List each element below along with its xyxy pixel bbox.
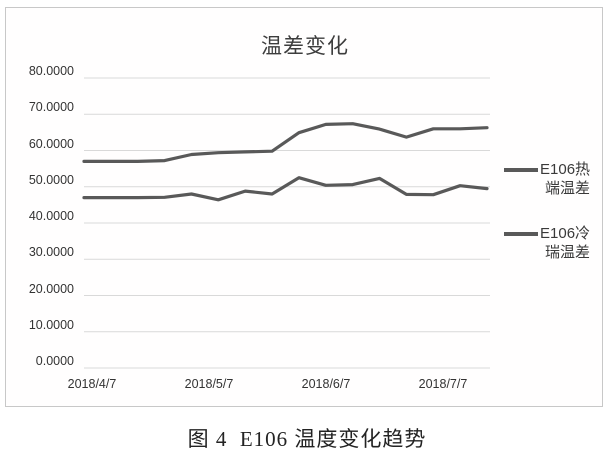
legend-line-marker-icon (504, 232, 538, 236)
x-axis-tick-label: 2018/5/7 (184, 377, 234, 391)
legend: E106热 端温差 E106冷 瑞温差 (504, 160, 612, 288)
y-axis-tick-label: 40.0000 (28, 209, 74, 223)
legend-label-cold-line2: 瑞温差 (545, 244, 591, 261)
chart-title: 温差变化 (261, 35, 349, 58)
y-axis-tick-label: 30.0000 (28, 245, 74, 260)
x-axis-tick-label: 2018/4/7 (67, 377, 117, 391)
y-axis-tick-label: 20.0000 (28, 281, 74, 296)
legend-label-hot-line2: 端温差 (545, 180, 591, 197)
y-axis-tick-label: 80.0000 (28, 64, 74, 78)
x-axis-tick-label: 2018/7/7 (418, 377, 468, 391)
y-axis-tick-label: 50.0000 (28, 172, 74, 187)
y-axis-tick-label: 0.0000 (35, 354, 74, 368)
legend-label-hot: E106热 端温差 (540, 160, 590, 198)
legend-label-cold-line1: E106冷 (540, 225, 591, 242)
figure-caption: 图 4 E106 温度变化趋势 (187, 427, 427, 451)
legend-line-marker-icon (504, 168, 538, 172)
y-axis-tick-label: 60.0000 (28, 136, 74, 151)
legend-item-cold: E106冷 瑞温差 (504, 224, 612, 262)
legend-label-cold: E106冷 瑞温差 (540, 224, 590, 262)
y-axis-tick-label: 10.0000 (28, 317, 74, 332)
chart-frame: 温差变化 0.0000 10.0000 20.0000 30.0000 40.0000 5… (5, 7, 603, 407)
x-axis-tick-label: 2018/6/7 (301, 377, 351, 391)
legend-label-hot-line1: E106热 (540, 161, 591, 178)
y-axis-tick-label: 70.0000 (28, 100, 74, 115)
legend-item-hot: E106热 端温差 (504, 160, 612, 198)
